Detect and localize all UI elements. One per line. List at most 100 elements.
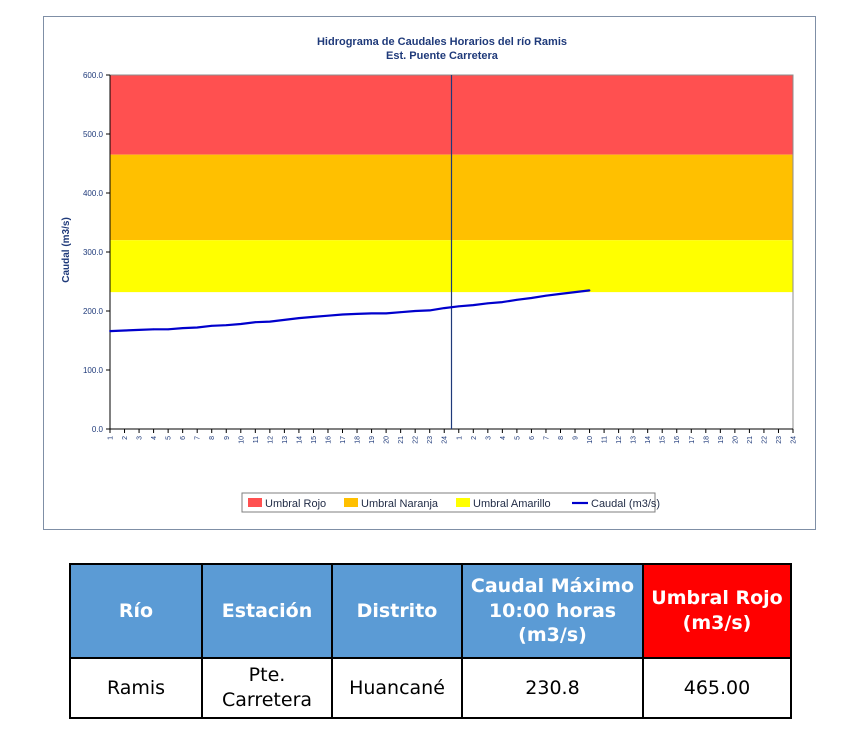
x-tick-label: 12	[267, 436, 274, 444]
cell-umbral-rojo: 465.00	[642, 657, 792, 719]
x-tick-label: 2	[471, 436, 478, 440]
legend-label: Caudal (m3/s)	[591, 498, 660, 510]
x-tick-label: 11	[253, 436, 260, 443]
legend-swatch	[456, 498, 470, 507]
y-tick-label: 500.0	[83, 130, 104, 139]
x-tick-label: 17	[340, 436, 347, 444]
x-tick-label: 22	[413, 436, 420, 444]
x-tick-label: 15	[660, 436, 667, 444]
x-tick-label: 7	[195, 436, 202, 440]
cell-rio: Ramis	[69, 657, 203, 719]
x-tick-label: 23	[427, 436, 434, 444]
data-point	[501, 301, 504, 304]
legend-swatch	[344, 498, 358, 507]
data-point	[268, 320, 271, 323]
x-tick-label: 4	[500, 436, 507, 440]
y-tick-label: 0.0	[92, 425, 104, 434]
x-tick-label: 7	[543, 436, 550, 440]
x-tick-label: 5	[166, 436, 173, 440]
x-tick-label: 19	[369, 436, 376, 444]
x-tick-label: 11	[602, 436, 609, 443]
data-point	[167, 328, 170, 331]
x-tick-label: 3	[137, 436, 144, 440]
chart-legend: Umbral Rojo Umbral Naranja Umbral Amarillo…	[241, 492, 660, 513]
header-rio: Río	[69, 563, 203, 659]
x-tick-label: 18	[355, 436, 362, 444]
data-point	[515, 298, 518, 301]
y-tick-label: 100.0	[83, 366, 104, 375]
data-point	[152, 328, 155, 331]
x-tick-label: 5	[514, 436, 521, 440]
data-point	[370, 312, 373, 315]
y-axis-label: Caudal (m3/s)	[61, 217, 72, 283]
data-point	[457, 305, 460, 308]
x-tick-label: 9	[573, 436, 580, 440]
header-distrito: Distrito	[331, 563, 463, 659]
data-point	[472, 304, 475, 306]
x-tick-label: 21	[747, 436, 754, 444]
x-tick-label: 10	[238, 436, 245, 444]
cell-caudal-maximo: 230.8	[461, 657, 644, 719]
data-point	[486, 302, 489, 305]
x-tick-label: 6	[180, 436, 187, 440]
table-header-row: Río Estación Distrito Caudal Máximo 10:0…	[69, 563, 792, 659]
data-point	[181, 327, 184, 330]
cell-distrito: Huancané	[331, 657, 463, 719]
header-umbral-rojo: Umbral Rojo (m3/s)	[642, 563, 792, 659]
legend-label: Umbral Amarillo	[473, 498, 551, 510]
x-tick-label: 2	[122, 436, 129, 440]
legend-label: Umbral Rojo	[265, 498, 326, 510]
series-line-caudal	[109, 289, 590, 333]
x-tick-label: 6	[529, 436, 536, 440]
x-tick-label: 1	[108, 436, 115, 440]
x-tick-label: 20	[384, 436, 391, 444]
x-tick-label: 1	[456, 436, 463, 440]
x-tick-label: 14	[645, 436, 652, 444]
legend-label: Umbral Naranja	[361, 498, 439, 510]
x-tick-label: 13	[631, 436, 638, 444]
data-point	[123, 329, 126, 332]
x-tick-label: 16	[325, 436, 332, 444]
header-caudal-maximo: Caudal Máximo 10:00 horas (m3/s)	[461, 563, 644, 659]
x-tick-label: 20	[732, 436, 739, 444]
data-point	[356, 313, 358, 315]
hydrograph-chart: Hidrograma de Caudales Horarios del río …	[61, 36, 798, 513]
x-tick-label: 4	[151, 436, 158, 440]
x-tick-label: 3	[485, 436, 492, 440]
y-tick-label: 200.0	[83, 307, 104, 316]
data-point	[545, 294, 547, 297]
x-tick-label: 14	[296, 436, 303, 444]
x-tick-label: 21	[398, 436, 405, 444]
y-tick-label: 400.0	[83, 189, 104, 198]
data-point	[196, 326, 199, 329]
data-point	[312, 316, 315, 318]
x-tick-label: 18	[703, 436, 710, 444]
x-tick-label: 8	[209, 436, 216, 440]
x-tick-label: 17	[689, 436, 696, 444]
y-tick-label: 600.0	[83, 71, 104, 80]
y-tick-label: 300.0	[83, 248, 104, 257]
header-estacion: Estación	[201, 563, 333, 659]
x-tick-label: 13	[282, 436, 289, 444]
data-point	[138, 328, 140, 331]
data-point	[385, 312, 388, 315]
data-point	[341, 313, 344, 316]
data-point	[109, 330, 111, 332]
x-tick-label: 12	[616, 436, 623, 444]
x-tick-label: 9	[224, 436, 231, 440]
x-tick-label: 10	[587, 436, 594, 444]
summary-table: Río Estación Distrito Caudal Máximo 10:0…	[69, 563, 792, 719]
legend-box	[241, 492, 656, 513]
x-tick-label: 16	[674, 436, 681, 444]
chart-subtitle: Est. Puente Carretera	[386, 50, 499, 62]
x-tick-label: 8	[558, 436, 565, 440]
data-point	[588, 289, 591, 292]
legend-swatch	[248, 498, 262, 507]
data-point	[443, 307, 446, 309]
data-point	[298, 317, 300, 319]
table-row: Ramis Pte. Carretera Huancané 230.8 465.…	[69, 657, 792, 719]
data-point	[210, 324, 213, 327]
x-tick-label: 24	[791, 436, 798, 444]
data-point	[239, 323, 242, 325]
x-tick-label: 22	[761, 436, 768, 444]
